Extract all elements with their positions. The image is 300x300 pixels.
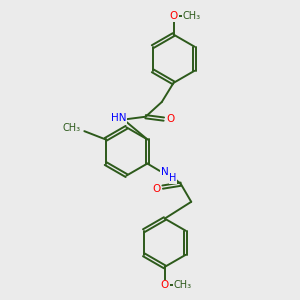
Text: H: H [169,173,177,183]
Text: O: O [169,11,178,21]
Text: CH₃: CH₃ [174,280,192,290]
Text: HN: HN [111,113,126,124]
Text: CH₃: CH₃ [63,123,81,133]
Text: N: N [161,167,169,177]
Text: O: O [160,280,169,290]
Text: O: O [152,184,160,194]
Text: CH₃: CH₃ [183,11,201,21]
Text: O: O [166,114,174,124]
